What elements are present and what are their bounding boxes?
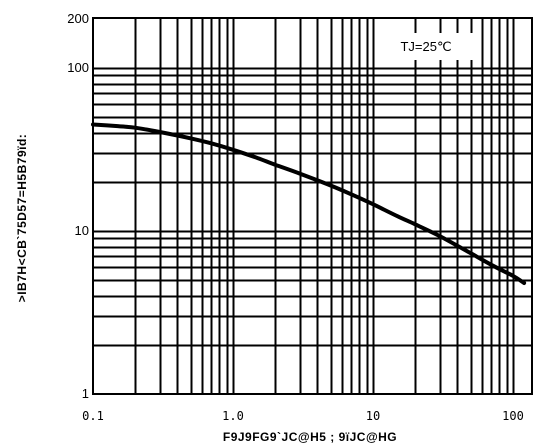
y-tick-label: 200 [67, 11, 89, 26]
y-tick-label: 1 [82, 386, 89, 401]
x-axis-title: F9J9FG9`JC@H5 ; 9ïJC@HG [223, 430, 397, 444]
x-tick-label: 0.1 [82, 409, 104, 423]
annotation: TJ=25℃ [382, 33, 476, 60]
x-tick-label: 10 [366, 409, 380, 423]
annotation-box [382, 33, 476, 60]
x-tick-label: 1.0 [222, 409, 244, 423]
x-tick-label: 100 [502, 409, 524, 423]
annotation-text: TJ=25℃ [400, 39, 451, 54]
series-layer [91, 122, 527, 285]
plot-frame [92, 17, 533, 395]
y-tick-label: 100 [67, 60, 89, 75]
tick-labels: 0.1 1.0 10 100 1 10 100 200 [67, 11, 524, 423]
y-tick-label: 10 [75, 223, 89, 238]
series-line [91, 122, 527, 285]
y-axis-title: >IB7H<CB`75D57=H5B79ïd: [15, 134, 29, 303]
grid [93, 18, 532, 394]
